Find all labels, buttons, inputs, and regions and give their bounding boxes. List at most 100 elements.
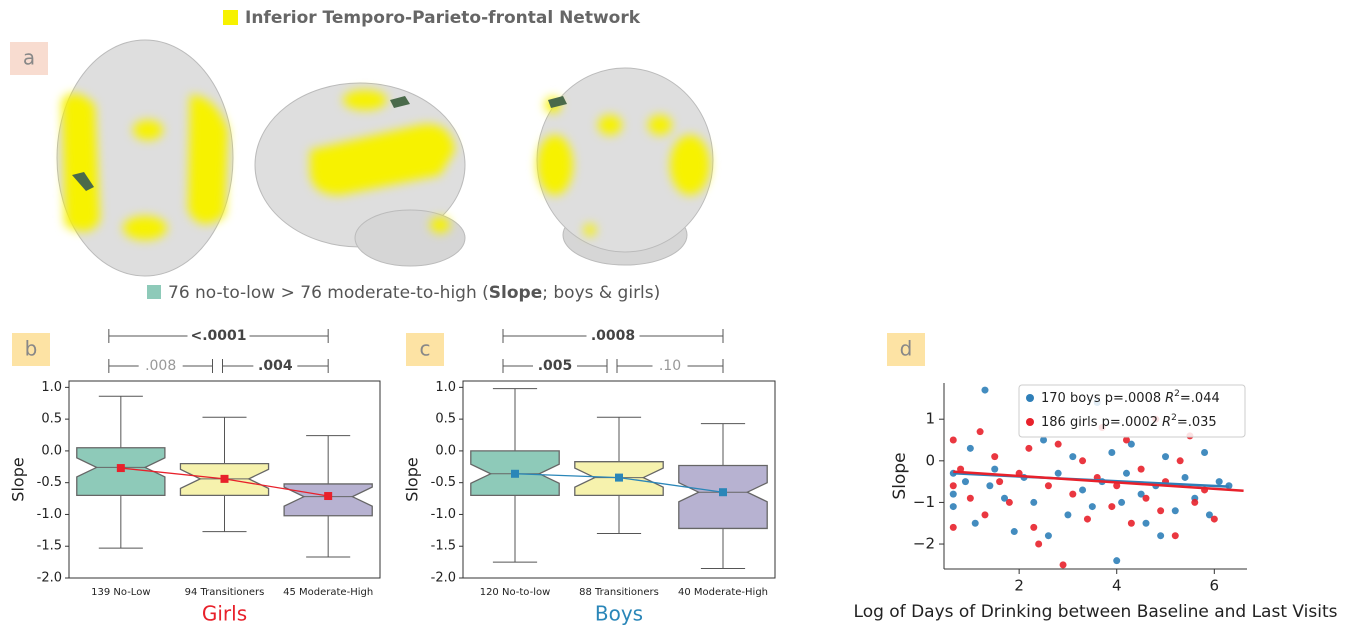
scatter-point <box>991 453 998 460</box>
significance-bracket: .10 <box>617 358 723 374</box>
caption-bold: Slope <box>489 283 542 303</box>
scatter-point <box>1138 466 1145 473</box>
scatter-point <box>1045 482 1052 489</box>
x-tick-label: 45 Moderate-High <box>283 587 373 598</box>
scatter-point <box>1055 441 1062 448</box>
mean-marker <box>221 475 229 483</box>
scatter-point <box>1172 532 1179 539</box>
mean-marker <box>615 474 623 482</box>
stat-symbol: R <box>1162 415 1171 430</box>
mean-marker <box>324 492 332 500</box>
scatter-point <box>1182 474 1189 481</box>
scatter-point <box>1201 449 1208 456</box>
caption-text: ; boys & girls) <box>542 283 660 303</box>
chart-subtitle: Girls <box>202 602 247 626</box>
scatter-point <box>950 524 957 531</box>
y-tick-label: -1.0 <box>431 507 456 522</box>
y-tick-label: 1.0 <box>435 380 456 395</box>
scatter-point <box>972 520 979 527</box>
scatter-point <box>950 482 957 489</box>
x-tick-label: 139 No-Low <box>91 587 150 598</box>
network-label: Inferior Temporo-Parieto-frontal Network <box>245 8 641 28</box>
scatter-point <box>977 428 984 435</box>
scatter-point <box>1143 520 1150 527</box>
scatter-point <box>991 466 998 473</box>
stat-value: =.044 <box>1180 391 1220 406</box>
panel-label: a <box>23 46 35 70</box>
p-value: <.0001 <box>190 328 246 344</box>
brain-front <box>537 68 713 265</box>
stat-value: =.035 <box>1177 415 1217 430</box>
legend-name: 186 girls p=.0002 <box>1041 415 1158 430</box>
y-tick-label: -1.5 <box>431 539 456 554</box>
scatter-point <box>981 387 988 394</box>
scatter-point <box>967 495 974 502</box>
p-value: .005 <box>538 358 573 374</box>
scatter-point <box>1216 478 1223 485</box>
scatter-point <box>1060 561 1067 568</box>
scatter-point <box>1162 453 1169 460</box>
scatter-point <box>1123 470 1130 477</box>
scatter-point <box>1211 516 1218 523</box>
significance-bracket: .004 <box>223 358 329 374</box>
scatter-point <box>1113 557 1120 564</box>
scatter-point <box>1118 499 1125 506</box>
scatter-point <box>1045 532 1052 539</box>
scatter-point <box>996 478 1003 485</box>
y-tick-label: −2 <box>913 535 935 553</box>
y-tick-label: 1 <box>925 410 935 428</box>
scatter-point <box>1108 449 1115 456</box>
scatter-point <box>1157 507 1164 514</box>
mean-marker <box>511 470 519 478</box>
scatter-point <box>967 445 974 452</box>
scatter-point <box>1025 445 1032 452</box>
scatter-point <box>1069 453 1076 460</box>
x-tick-label: 4 <box>1112 577 1122 595</box>
scatter-point <box>1055 470 1062 477</box>
scatter-point <box>1064 511 1071 518</box>
scatter-point <box>1084 516 1091 523</box>
brain-side <box>255 83 465 266</box>
y-axis-label: Slope <box>890 452 910 499</box>
chart-subtitle: Boys <box>595 602 643 626</box>
y-tick-label: 0 <box>925 451 935 469</box>
significance-bracket: .005 <box>503 358 607 374</box>
p-value: .004 <box>258 358 293 374</box>
p-value: .10 <box>659 358 681 374</box>
scatter-point <box>950 437 957 444</box>
scatter-point <box>1128 520 1135 527</box>
scatter-point <box>1079 486 1086 493</box>
scatter-point <box>950 503 957 510</box>
y-tick-label: -1.5 <box>37 539 62 554</box>
panel-label: d <box>900 337 913 361</box>
y-axis-label: Slope <box>403 457 422 501</box>
x-axis-label: Log of Days of Drinking between Baseline… <box>854 602 1338 622</box>
y-tick-label: -1.0 <box>37 507 62 522</box>
scatter-point <box>981 511 988 518</box>
scatter-point <box>1011 528 1018 535</box>
network-swatch <box>223 10 238 25</box>
significance-bracket: <.0001 <box>109 328 328 344</box>
scatter-point <box>1177 457 1184 464</box>
y-tick-label: -2.0 <box>431 571 456 586</box>
y-tick-label: 0.5 <box>41 412 62 427</box>
y-axis-label: Slope <box>9 457 28 501</box>
figure: Inferior Temporo-Parieto-frontal Network… <box>0 0 1371 629</box>
x-tick-label: 88 Transitioners <box>579 587 659 598</box>
scatter-point <box>962 478 969 485</box>
y-tick-label: 1.0 <box>41 380 62 395</box>
y-tick-label: -2.0 <box>37 571 62 586</box>
caption-swatch <box>147 285 161 299</box>
caption: 76 no-to-low > 76 moderate-to-high (Slop… <box>168 283 660 303</box>
legend-marker <box>1026 418 1034 426</box>
panel-label: c <box>420 337 431 361</box>
y-tick-label: −1 <box>913 493 935 511</box>
brain-top <box>57 40 233 276</box>
significance-bracket: .0008 <box>503 328 723 344</box>
scatter-point <box>1069 491 1076 498</box>
panel-label: b <box>25 337 38 361</box>
scatter-point <box>986 482 993 489</box>
